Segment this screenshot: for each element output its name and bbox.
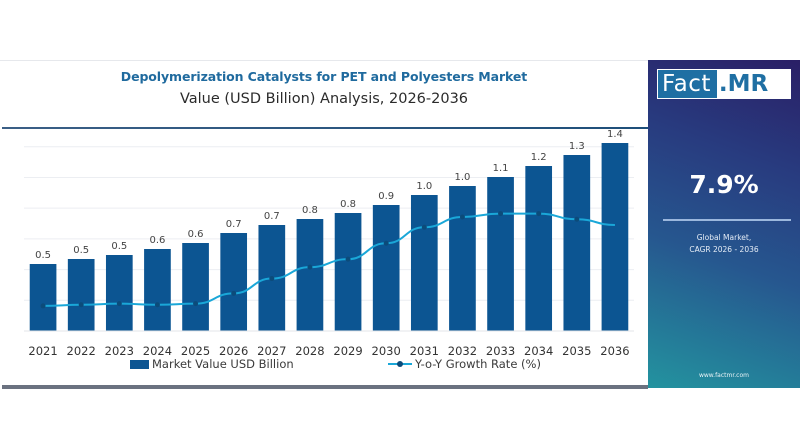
bar-value-label: 1.0 — [454, 172, 470, 183]
chart-legend: Market Value USD Billion Y-o-Y Growth Ra… — [0, 357, 648, 377]
legend-bar-swatch — [130, 359, 149, 369]
bar-value-label: 0.6 — [149, 235, 165, 246]
bar-2033 — [487, 177, 514, 331]
cagr-caption-line2: CAGR 2026 - 2036 — [689, 245, 759, 254]
bar-line-chart: 0.5 2021 0.5 2022 0.5 2023 0.6 2024 0.6 2025 0.7 20… — [24, 129, 634, 357]
x-tick-label: 2032 — [448, 344, 477, 357]
growth-rate-marker — [383, 240, 389, 246]
growth-rate-marker — [345, 256, 351, 262]
bar-value-label: 0.7 — [264, 211, 280, 222]
x-tick-label: 2028 — [295, 344, 324, 357]
growth-rate-marker — [78, 302, 84, 308]
cagr-caption: Global Market, CAGR 2026 - 2036 — [648, 232, 800, 256]
bar-value-label: 1.3 — [569, 141, 585, 152]
legend-line-swatch — [388, 359, 412, 369]
header-divider — [2, 127, 648, 129]
legend-item-market-value: Market Value USD Billion — [130, 357, 294, 371]
bar-2036 — [601, 143, 629, 331]
factmr-logo: Fact .MR — [657, 69, 791, 99]
bar-2024 — [144, 249, 171, 331]
growth-rate-marker — [193, 301, 199, 307]
bar-2030 — [372, 205, 400, 331]
growth-rate-marker — [307, 264, 313, 270]
x-tick-label: 2025 — [181, 344, 210, 357]
growth-rate-marker — [536, 211, 542, 217]
growth-rate-marker — [269, 276, 275, 282]
growth-rate-line — [43, 212, 615, 307]
bar-value-label: 1.2 — [531, 152, 547, 163]
x-tick-label: 2036 — [600, 344, 629, 357]
x-tick-label: 2031 — [410, 344, 439, 357]
bar-value-label: 0.5 — [111, 241, 127, 252]
website-url: www.factmr.com — [698, 372, 749, 379]
growth-rate-marker — [40, 303, 46, 309]
x-tick-label: 2030 — [372, 344, 401, 357]
bar-value-label: 0.5 — [35, 250, 51, 261]
x-tick-label: 2022 — [67, 344, 96, 357]
logo-text-mr: .MR — [718, 71, 769, 97]
cagr-caption-line1: Global Market, — [696, 233, 752, 242]
chart-subtitle: Value (USD Billion) Analysis, 2026-2036 — [179, 91, 469, 107]
x-tick-label: 2034 — [524, 344, 553, 357]
side-panel: Fact .MR 7.9% Global Market, CAGR 2026 -… — [648, 60, 800, 388]
logo-text-fact: Fact — [658, 70, 717, 98]
legend-label-market-value: Market Value USD Billion — [152, 357, 294, 371]
bar-2028 — [296, 219, 324, 331]
bottom-divider — [2, 385, 648, 389]
growth-rate-marker — [154, 302, 160, 308]
bar-2021 — [29, 264, 57, 331]
bar-2034 — [525, 166, 553, 331]
bar-2031 — [410, 195, 438, 331]
growth-rate-marker — [116, 301, 122, 307]
legend-label-growth-rate: Y-o-Y Growth Rate (%) — [415, 357, 541, 371]
growth-rate-marker — [421, 224, 427, 230]
growth-rate-marker — [231, 290, 237, 296]
x-tick-label: 2023 — [105, 344, 134, 357]
x-tick-label: 2027 — [257, 344, 286, 357]
bar-2032 — [449, 186, 476, 331]
bar-value-label: 1.1 — [493, 163, 509, 174]
bar-value-label: 0.5 — [73, 245, 89, 256]
bar-2022 — [67, 259, 95, 331]
x-tick-label: 2026 — [219, 344, 248, 357]
bar-value-label: 1.0 — [416, 181, 432, 192]
side-divider — [663, 219, 791, 221]
bar-value-label: 0.7 — [226, 219, 242, 230]
chart-area: Depolymerization Catalysts for PET and P… — [0, 60, 648, 389]
bar-2035 — [563, 155, 591, 331]
x-tick-label: 2035 — [562, 344, 591, 357]
bar-2026 — [220, 233, 248, 331]
bar-2025 — [182, 243, 209, 331]
growth-rate-marker — [498, 211, 504, 217]
bar-value-label: 0.8 — [340, 199, 356, 210]
bar-value-label: 0.8 — [302, 205, 318, 216]
bar-2029 — [334, 213, 362, 331]
bar-2023 — [105, 255, 133, 331]
bar-value-label: 1.4 — [607, 129, 623, 140]
growth-rate-marker — [459, 214, 465, 220]
growth-rate-marker — [574, 216, 580, 222]
legend-item-growth-rate: Y-o-Y Growth Rate (%) — [388, 357, 541, 371]
infographic-frame: Depolymerization Catalysts for PET and P… — [0, 60, 800, 389]
x-tick-label: 2033 — [486, 344, 515, 357]
bar-value-label: 0.9 — [378, 191, 394, 202]
x-tick-label: 2024 — [143, 344, 172, 357]
chart-title: Depolymerization Catalysts for PET and P… — [120, 69, 528, 84]
cagr-value: 7.9% — [689, 170, 759, 199]
x-tick-label: 2021 — [28, 344, 57, 357]
bar-value-label: 0.6 — [188, 229, 204, 240]
x-tick-label: 2029 — [333, 344, 362, 357]
